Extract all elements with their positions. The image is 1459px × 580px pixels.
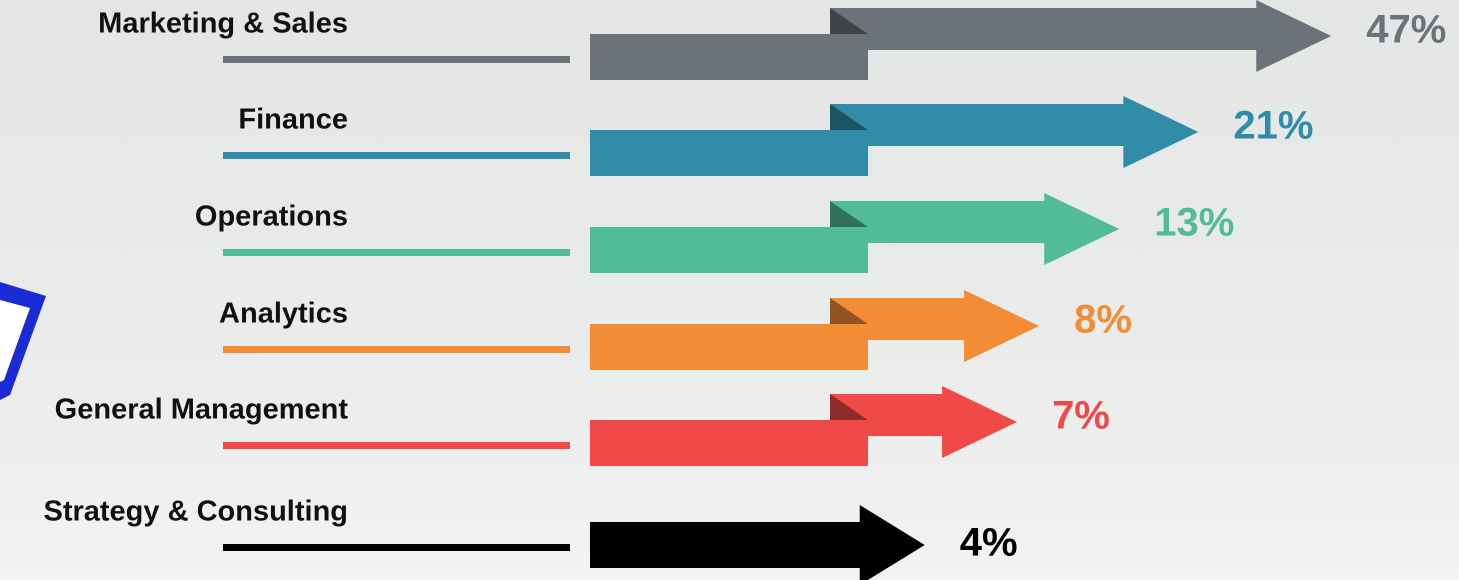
category-label: Strategy & Consulting: [43, 496, 348, 528]
value-label: 4%: [960, 521, 1018, 565]
underline: [223, 442, 570, 449]
value-label: 8%: [1074, 298, 1132, 342]
arrow-fold: [830, 394, 868, 420]
category-label: Finance: [238, 104, 348, 136]
underline: [223, 346, 570, 353]
arrow-fold: [830, 8, 868, 34]
underline: [223, 56, 570, 63]
value-label: 21%: [1233, 104, 1313, 148]
category-label: General Management: [55, 394, 349, 426]
underline: [223, 249, 570, 256]
underline: [223, 152, 570, 159]
arrow: [590, 290, 1040, 370]
logo-inner: [0, 300, 30, 382]
category-label: Marketing & Sales: [98, 8, 348, 40]
category-label: Analytics: [219, 298, 348, 330]
arrow: [590, 96, 1199, 176]
value-label: 13%: [1154, 201, 1234, 245]
arrow-fold: [830, 298, 868, 324]
value-label: 7%: [1052, 394, 1110, 438]
arrow: [590, 505, 925, 580]
value-label: 47%: [1366, 8, 1446, 52]
underline: [223, 544, 570, 551]
arrow: [590, 0, 1332, 80]
arrow: [590, 386, 1018, 466]
arrow: [590, 193, 1120, 273]
arrow-fold: [830, 201, 868, 227]
category-label: Operations: [195, 201, 348, 233]
arrow-fold: [830, 104, 868, 130]
